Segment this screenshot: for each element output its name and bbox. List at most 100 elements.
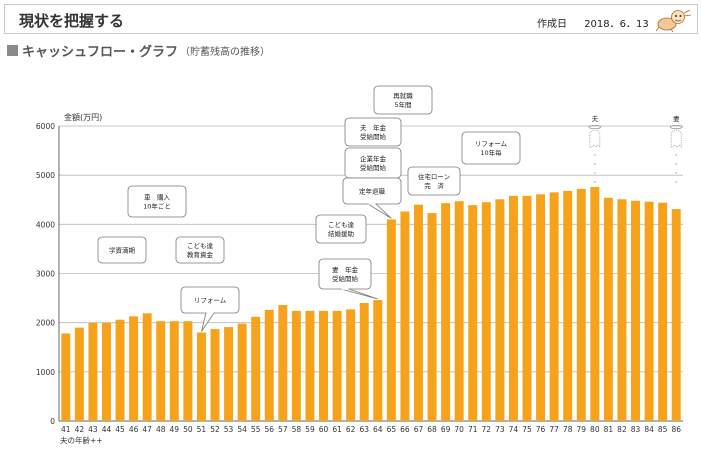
x-tick-label: 64 [373,425,383,434]
x-tick-label: 83 [631,425,641,434]
bar [115,319,125,421]
callout-label: リフォーム [194,297,227,305]
callout-label: こども達 [187,241,214,250]
marker-trail-dot [594,163,596,165]
bar [88,322,98,421]
callout-label: こども達 [328,220,355,229]
x-tick-label: 54 [237,425,247,434]
x-tick-label: 66 [400,425,410,434]
bar [332,310,342,421]
marker-trail-dot [675,154,677,156]
bar [291,310,301,421]
x-tick-label: 49 [170,425,180,434]
callout-box [407,166,461,196]
x-axis-title: 夫の年齢++ [60,435,103,445]
callout-label: 夫 年金 [360,123,387,132]
x-tick-label: 86 [671,425,681,434]
marker-trail-dot [594,172,596,174]
x-tick-label: 60 [319,425,329,434]
bar [563,190,573,421]
x-tick-label: 46 [129,425,139,434]
bar [603,197,613,421]
bar [400,211,410,421]
bar [196,332,206,421]
x-tick-label: 51 [197,425,207,434]
callout-label: 教育資金 [187,250,214,259]
x-tick-label: 45 [115,425,125,434]
y-tick-label: 6000 [36,122,55,131]
x-tick-label: 76 [536,425,546,434]
bar [441,203,451,421]
bar [576,188,586,421]
bar [522,195,532,421]
x-tick-label: 72 [482,425,492,434]
section-bullet-icon [7,45,18,56]
callout-box [373,85,433,115]
callout-box [344,147,402,179]
x-tick-label: 57 [278,425,288,434]
bar [129,316,139,421]
bar [644,201,654,421]
callout-label: 結婚援助 [328,229,355,238]
callout-label: 5年間 [394,100,411,109]
section-subtitle: （貯蓄残高の推移） [180,47,271,58]
callout-box [344,117,402,147]
bar [536,194,546,421]
x-tick-label: 48 [156,425,166,434]
x-tick-label: 52 [210,425,220,434]
ghost-icon [588,125,602,148]
callout-label: 定年退職 [359,187,386,196]
x-tick-label: 47 [142,425,152,434]
x-tick-label: 67 [414,425,424,434]
bar [590,186,600,421]
x-tick-label: 80 [590,425,600,434]
bar [427,213,437,421]
x-tick-label: 78 [563,425,573,434]
bar [481,202,491,421]
callout-box [315,214,367,244]
x-tick-label: 79 [576,425,586,434]
x-tick-label: 44 [102,425,112,434]
section-title: キャッシュフロー・グラフ （貯蓄残高の推移） [7,41,270,60]
bar [169,321,179,421]
callout-box [318,258,372,290]
x-tick-label: 53 [224,425,234,434]
bar [617,199,627,421]
x-tick-label: 55 [251,425,261,434]
cartoon-character-icon [655,9,692,33]
marker-trail-dot [675,181,677,183]
x-tick-label: 73 [495,425,505,434]
y-axis-title: 金額(万円) [64,112,102,122]
bar [61,333,71,421]
callout-label: 10年ごと [143,202,171,211]
callout-box [175,236,225,264]
bar [631,200,640,421]
y-tick-label: 4000 [36,220,55,229]
x-tick-label: 81 [604,425,614,434]
marker-trail-dot [675,172,677,174]
x-tick-label: 43 [88,425,98,434]
callout-pointer [340,288,378,300]
bar [386,219,396,421]
x-tick-label: 42 [75,425,85,434]
bar [305,310,315,421]
callout-pointer [366,203,392,219]
callout-box [97,236,147,264]
bar [319,310,328,421]
x-tick-label: 56 [264,425,274,434]
x-tick-label: 58 [292,425,302,434]
bar [251,316,261,421]
x-tick-label: 62 [346,425,356,434]
callout-box [127,185,187,218]
date-label: 作成日 [537,19,567,30]
date-value: 2018．6．13 [584,19,649,30]
bar [454,201,464,421]
y-tick-label: 3000 [36,270,55,279]
callout-label: 再就職 [393,91,413,100]
x-tick-label: 85 [658,425,668,434]
x-tick-label: 68 [427,425,437,434]
bar [264,309,274,421]
bar [359,303,369,421]
bar [373,300,383,421]
